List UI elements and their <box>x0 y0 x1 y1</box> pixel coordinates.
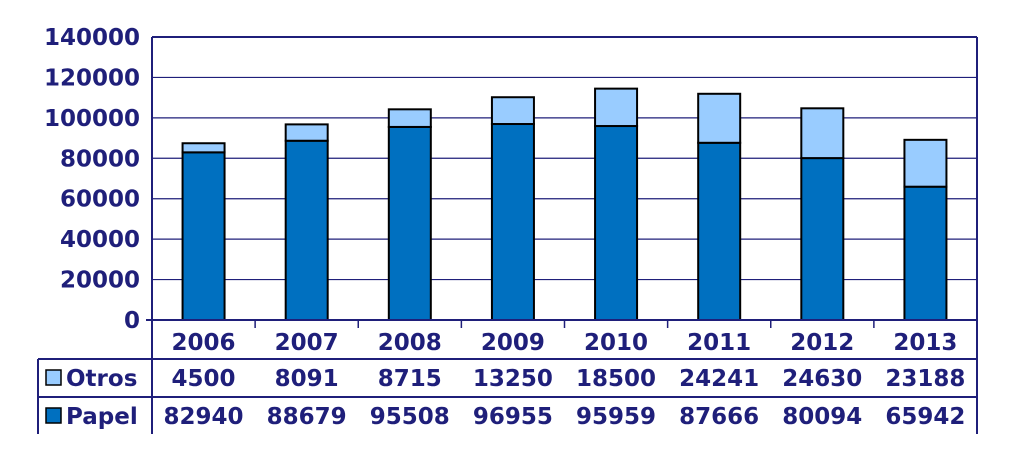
x-tick-label: 2007 <box>275 330 339 356</box>
x-tick-label: 2013 <box>893 330 957 356</box>
table-cell: 87666 <box>679 404 759 430</box>
table-cell: 13250 <box>473 366 553 392</box>
x-tick-label: 2008 <box>378 330 442 356</box>
x-tick-label: 2012 <box>790 330 854 356</box>
y-tick-label: 40000 <box>60 227 140 253</box>
table-cell: 80094 <box>782 404 862 430</box>
y-axis-tick-labels: 0 20000 40000 60000 80000 100000 120000 140000 <box>44 25 140 334</box>
x-tick-label: 2009 <box>481 330 545 356</box>
table-cell: 24630 <box>782 366 862 392</box>
table-cell: 8091 <box>275 366 339 392</box>
table-cell: 8715 <box>378 366 442 392</box>
table-cell: 82940 <box>164 404 244 430</box>
legend-key-otros <box>45 369 62 386</box>
bar-otros-2008 <box>387 108 432 128</box>
bar-papel-2011 <box>697 141 742 321</box>
bar-papel-2012 <box>800 157 845 321</box>
bar-otros-2011 <box>697 92 742 144</box>
bar-otros-2010 <box>594 87 639 128</box>
bar-otros-2013 <box>903 138 948 188</box>
table-cell: 96955 <box>473 404 553 430</box>
bars <box>181 87 948 322</box>
bar-papel-2008 <box>387 125 432 322</box>
bar-otros-2006 <box>181 142 226 154</box>
table-cell: 95959 <box>576 404 656 430</box>
table-cell: 88679 <box>267 404 347 430</box>
bar-otros-2012 <box>800 107 845 160</box>
gridlines <box>152 36 977 281</box>
data-table: 2006 2007 2008 2009 2010 2011 2012 2013 Otros 450… <box>37 320 977 434</box>
plot-frame <box>146 36 978 434</box>
bar-otros-2009 <box>490 96 535 126</box>
bar-papel-2009 <box>490 123 535 321</box>
x-tick-label: 2011 <box>687 330 751 356</box>
bar-papel-2010 <box>594 125 639 321</box>
y-tick-label: 80000 <box>60 146 140 172</box>
table-cell: 23188 <box>885 366 965 392</box>
bar-papel-2013 <box>903 185 948 321</box>
table-cell: 65942 <box>885 404 965 430</box>
x-tick-label: 2010 <box>584 330 648 356</box>
bar-papel-2007 <box>284 139 329 321</box>
x-tick-label: 2006 <box>172 330 236 356</box>
legend-key-papel <box>45 407 62 424</box>
table-cell: 4500 <box>172 366 236 392</box>
bar-papel-2006 <box>181 151 226 321</box>
y-tick-label: 140000 <box>44 25 140 51</box>
y-tick-label: 100000 <box>44 106 140 132</box>
bar-otros-2007 <box>284 123 329 142</box>
table-row-label: Otros <box>66 366 137 392</box>
table-row-label: Papel <box>66 404 138 430</box>
table-cell: 18500 <box>576 366 656 392</box>
y-tick-label: 120000 <box>44 65 140 91</box>
table-cell: 24241 <box>679 366 759 392</box>
y-tick-label: 20000 <box>60 268 140 294</box>
table-cell: 95508 <box>370 404 450 430</box>
y-tick-label: 60000 <box>60 187 140 213</box>
y-tick-label: 0 <box>124 308 140 334</box>
